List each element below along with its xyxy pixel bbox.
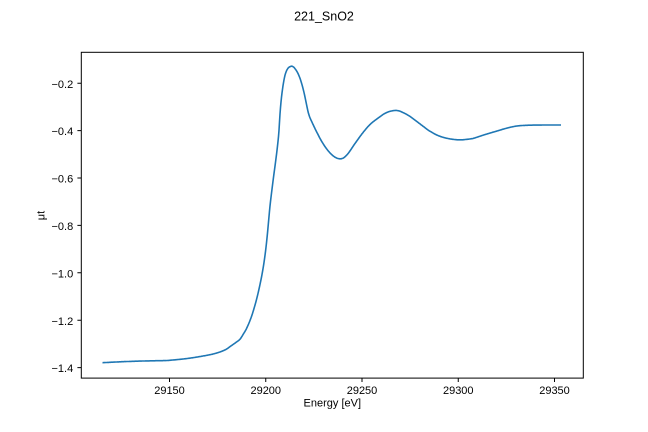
svg-text:−1.2: −1.2 [51, 316, 73, 328]
svg-text:29350: 29350 [539, 385, 570, 397]
svg-text:29150: 29150 [154, 385, 185, 397]
svg-text:−0.4: −0.4 [51, 126, 73, 138]
svg-text:29250: 29250 [347, 385, 378, 397]
svg-text:−0.6: −0.6 [51, 174, 73, 186]
svg-text:29200: 29200 [250, 385, 281, 397]
svg-text:Energy [eV]: Energy [eV] [304, 397, 361, 409]
svg-text:−1.0: −1.0 [51, 268, 73, 280]
svg-text:−0.2: −0.2 [51, 79, 73, 91]
svg-text:221_SnO2: 221_SnO2 [294, 9, 354, 23]
svg-text:29300: 29300 [443, 385, 474, 397]
svg-text:μt: μt [35, 211, 47, 220]
svg-text:−1.4: −1.4 [51, 363, 73, 375]
svg-text:−0.8: −0.8 [51, 221, 73, 233]
